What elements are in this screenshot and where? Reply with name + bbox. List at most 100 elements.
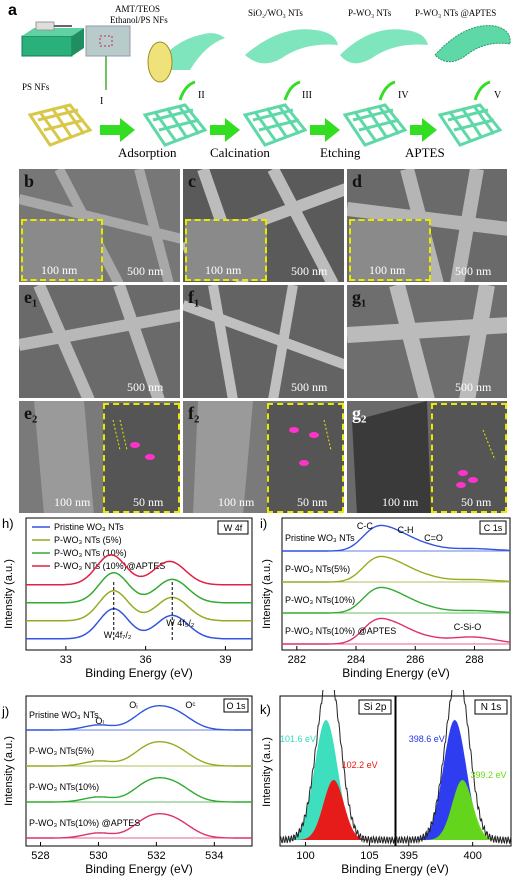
- pore-markers-g2: [456, 429, 496, 488]
- sem-grid: 100 nm b 500 nm 100 nm c 500 nm 100 nm d…: [18, 168, 508, 514]
- annotation-2: C=O: [424, 533, 443, 543]
- fiber-texture-f1: [183, 285, 344, 398]
- mesh-2: [142, 103, 208, 147]
- peak-label-1-0: 398.6 eV: [409, 734, 445, 744]
- envelope-line-1: [395, 690, 512, 846]
- annotation-1: C-H: [397, 525, 413, 535]
- mesh-3: [242, 103, 308, 147]
- nanofiber-tube-3: [340, 29, 428, 64]
- x-tick-label-1-0: 395: [400, 850, 418, 862]
- mesh-4: [342, 103, 408, 147]
- envelope-line-0: [279, 690, 396, 846]
- legend-label-1: P-WO₃ NTs (5%): [54, 535, 122, 545]
- panel-a-letter: a: [8, 2, 17, 19]
- label-p-wo3-aptes: P-WO₃ NTs @APTES: [415, 8, 497, 18]
- process-arrows: [100, 118, 437, 142]
- tag-label: O 1s: [226, 701, 246, 711]
- x-tick-label-3: 534: [205, 850, 223, 862]
- label-c: c: [188, 171, 196, 191]
- annotation-3: C-Si-O: [454, 622, 482, 632]
- mesh-5: [437, 103, 503, 147]
- series-line-2: [26, 572, 252, 604]
- label-ethanol-ps: Ethanol/PS NFs: [110, 15, 168, 25]
- series-label-3: P-WO₃ NTs(10%) @APTES: [29, 818, 140, 828]
- annotation-1: W 4f₅/₂: [166, 618, 195, 628]
- series-label-0: Pristine WO₃ NTs: [29, 710, 99, 720]
- sem-panel-g2: 50 nm g₂ 100 nm: [346, 400, 508, 514]
- x-tick-label-1-1: 400: [463, 850, 481, 862]
- fiber-texture-e2: [34, 401, 94, 513]
- annotation-0: W 4f₇/₂: [104, 630, 132, 640]
- roman-v: V: [494, 90, 502, 101]
- x-axis-label: Binding Energy (eV): [85, 666, 192, 680]
- scale-main-e2: 100 nm: [54, 495, 91, 509]
- step-etching: Etching: [320, 145, 361, 160]
- tag-label-1: N 1s: [481, 702, 502, 713]
- x-axis-label: Binding Energy (eV): [85, 862, 192, 876]
- annotation-1: Oᵢ: [129, 700, 137, 710]
- fiber-texture-f2: [193, 401, 253, 513]
- chart-h: 33 36 39 Binding Energy (eV) Intensity (a.u.…: [2, 516, 253, 680]
- y-axis-label: Intensity (a.u.): [3, 736, 15, 806]
- pore-markers-f2: [289, 419, 332, 466]
- peak-label-1-1: 399.2 eV: [470, 770, 506, 780]
- tag-label: C 1s: [484, 523, 503, 533]
- plot-frame-0: [279, 695, 396, 847]
- peak-label-0-1: 102.2 eV: [342, 760, 378, 770]
- nanofiber-tube-2: [245, 29, 338, 64]
- label-p-wo3: P-WO₃ NTs: [348, 8, 392, 18]
- inset-d: 100 nm: [349, 219, 431, 281]
- sem-panel-d: 100 nm d 500 nm: [346, 168, 508, 283]
- tag-box: [223, 698, 249, 713]
- fiber-texture-e1: [19, 285, 180, 398]
- series-label-2: P-WO₃ NTs(10%): [285, 595, 355, 605]
- label-g2: g₂: [352, 403, 367, 423]
- series-line-3: [26, 554, 252, 586]
- scale-inset-e2: 50 nm: [133, 495, 164, 509]
- x-axis-label: Binding Energy (eV): [342, 666, 449, 680]
- roman-iii: III: [302, 90, 312, 101]
- label-e2: e₂: [24, 403, 38, 423]
- step-adsorption: Adsorption: [118, 145, 177, 160]
- x-tick-label-0: 528: [31, 850, 49, 862]
- inset-f2: 50 nm: [267, 403, 344, 513]
- series-label-0: Pristine WO₃ NTs: [285, 533, 355, 543]
- series-label-2: P-WO₃ NTs(10%): [29, 782, 99, 792]
- nanofiber-tube-1: [147, 33, 225, 83]
- x-tick-label-2: 532: [147, 850, 165, 862]
- electrospinning-device: [21, 21, 131, 90]
- legend-label-2: P-WO₃ NTs (10%): [54, 548, 127, 558]
- x-tick-label-1: 284: [347, 654, 365, 666]
- peak-area-0-1: [280, 780, 395, 840]
- tag-label-0: Si 2p: [364, 702, 387, 713]
- tag-box: [479, 520, 507, 535]
- peak-area-1-1: [396, 780, 511, 840]
- y-axis-label: Intensity (a.u.): [3, 559, 15, 629]
- scale-main-b: 500 nm: [127, 264, 164, 278]
- peak-area-0-0: [280, 720, 395, 840]
- label-f2: f₂: [188, 403, 200, 423]
- x-axis-label: Binding Energy (eV): [341, 862, 448, 876]
- label-ps-nfs: PS NFs: [22, 82, 50, 92]
- plot-frame: [281, 517, 511, 651]
- label-b: b: [24, 171, 35, 191]
- annotation-0: Oₗ: [95, 716, 104, 726]
- y-axis-label: Intensity (a.u.): [261, 559, 273, 629]
- sem-panel-f2: 50 nm f₂ 100 nm: [182, 400, 345, 514]
- x-tick-label-0: 282: [288, 654, 306, 666]
- series-label-1: P-WO₃ NTs(5%): [285, 564, 350, 574]
- curved-arrows: [178, 80, 491, 101]
- sem-panel-b: 100 nm b 500 nm: [18, 168, 181, 283]
- step-aptes: APTES: [405, 145, 445, 160]
- annotation-2: Oᶜ: [185, 700, 195, 710]
- x-tick-label-0-0: 100: [296, 850, 314, 862]
- panel-letter: k): [260, 702, 271, 717]
- x-tick-label-0: 33: [60, 654, 72, 666]
- inset-b: 100 nm: [21, 219, 103, 281]
- scale-main-f2: 100 nm: [218, 495, 255, 509]
- label-g1: g₁: [352, 287, 367, 307]
- nanofiber-tube-4: [434, 25, 511, 63]
- x-tick-label-1: 530: [89, 850, 107, 862]
- chart-k: k) Intensity (a.u.) 100 105 Si 2p 101.6 eV 102…: [260, 690, 512, 876]
- scale-main-f1: 500 nm: [291, 380, 328, 394]
